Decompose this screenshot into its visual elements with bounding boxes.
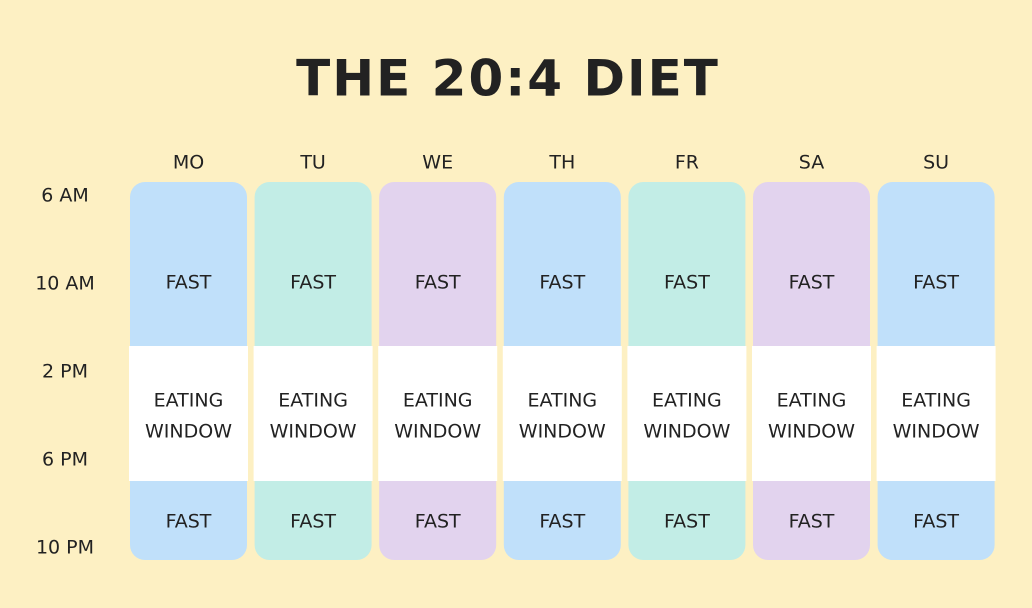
fast-label: FAST <box>290 511 336 533</box>
fast-label: FAST <box>789 511 835 533</box>
eating-window <box>627 346 747 481</box>
day-label: MO <box>173 152 204 174</box>
fast-label: FAST <box>539 511 585 533</box>
time-label: 6 PM <box>42 449 88 471</box>
day-label: TH <box>548 152 575 174</box>
eating-window-label: EATING <box>154 390 224 412</box>
time-label: 10 AM <box>35 273 95 295</box>
eating-window <box>129 346 248 481</box>
day-label: TU <box>299 152 326 174</box>
day-label: SU <box>923 152 949 174</box>
fast-label: FAST <box>415 511 461 533</box>
day-label: FR <box>675 152 699 174</box>
fast-label: FAST <box>166 511 212 533</box>
eating-window <box>876 346 996 481</box>
eating-window-label: WINDOW <box>145 421 232 443</box>
eating-window <box>502 346 622 481</box>
day-label: SA <box>799 152 824 174</box>
eating-window-label: EATING <box>278 390 348 412</box>
eating-window-label: WINDOW <box>893 421 980 443</box>
time-label: 6 AM <box>41 185 89 207</box>
eating-window-label: WINDOW <box>270 421 357 443</box>
eating-window-label: EATING <box>777 390 847 412</box>
eating-window <box>378 346 498 481</box>
time-label: 10 PM <box>36 537 94 559</box>
day-label: WE <box>422 152 453 174</box>
fast-label: FAST <box>913 272 959 294</box>
fast-label: FAST <box>166 272 212 294</box>
eating-window-label: WINDOW <box>394 421 481 443</box>
fast-label: FAST <box>539 272 585 294</box>
title: THE 20:4 DIET <box>296 50 720 108</box>
eating-window-label: WINDOW <box>643 421 730 443</box>
fast-label: FAST <box>664 511 710 533</box>
eating-window-label: WINDOW <box>768 421 855 443</box>
eating-window-label: EATING <box>901 390 971 412</box>
eating-window <box>752 346 871 481</box>
fast-label: FAST <box>290 272 336 294</box>
eating-window-label: EATING <box>403 390 473 412</box>
fast-label: FAST <box>415 272 461 294</box>
eating-window-label: WINDOW <box>519 421 606 443</box>
time-label: 2 PM <box>42 361 88 383</box>
eating-window-label: EATING <box>527 390 597 412</box>
fast-label: FAST <box>789 272 835 294</box>
fast-label: FAST <box>913 511 959 533</box>
eating-window-label: EATING <box>652 390 722 412</box>
fast-label: FAST <box>664 272 710 294</box>
eating-window <box>253 346 373 481</box>
